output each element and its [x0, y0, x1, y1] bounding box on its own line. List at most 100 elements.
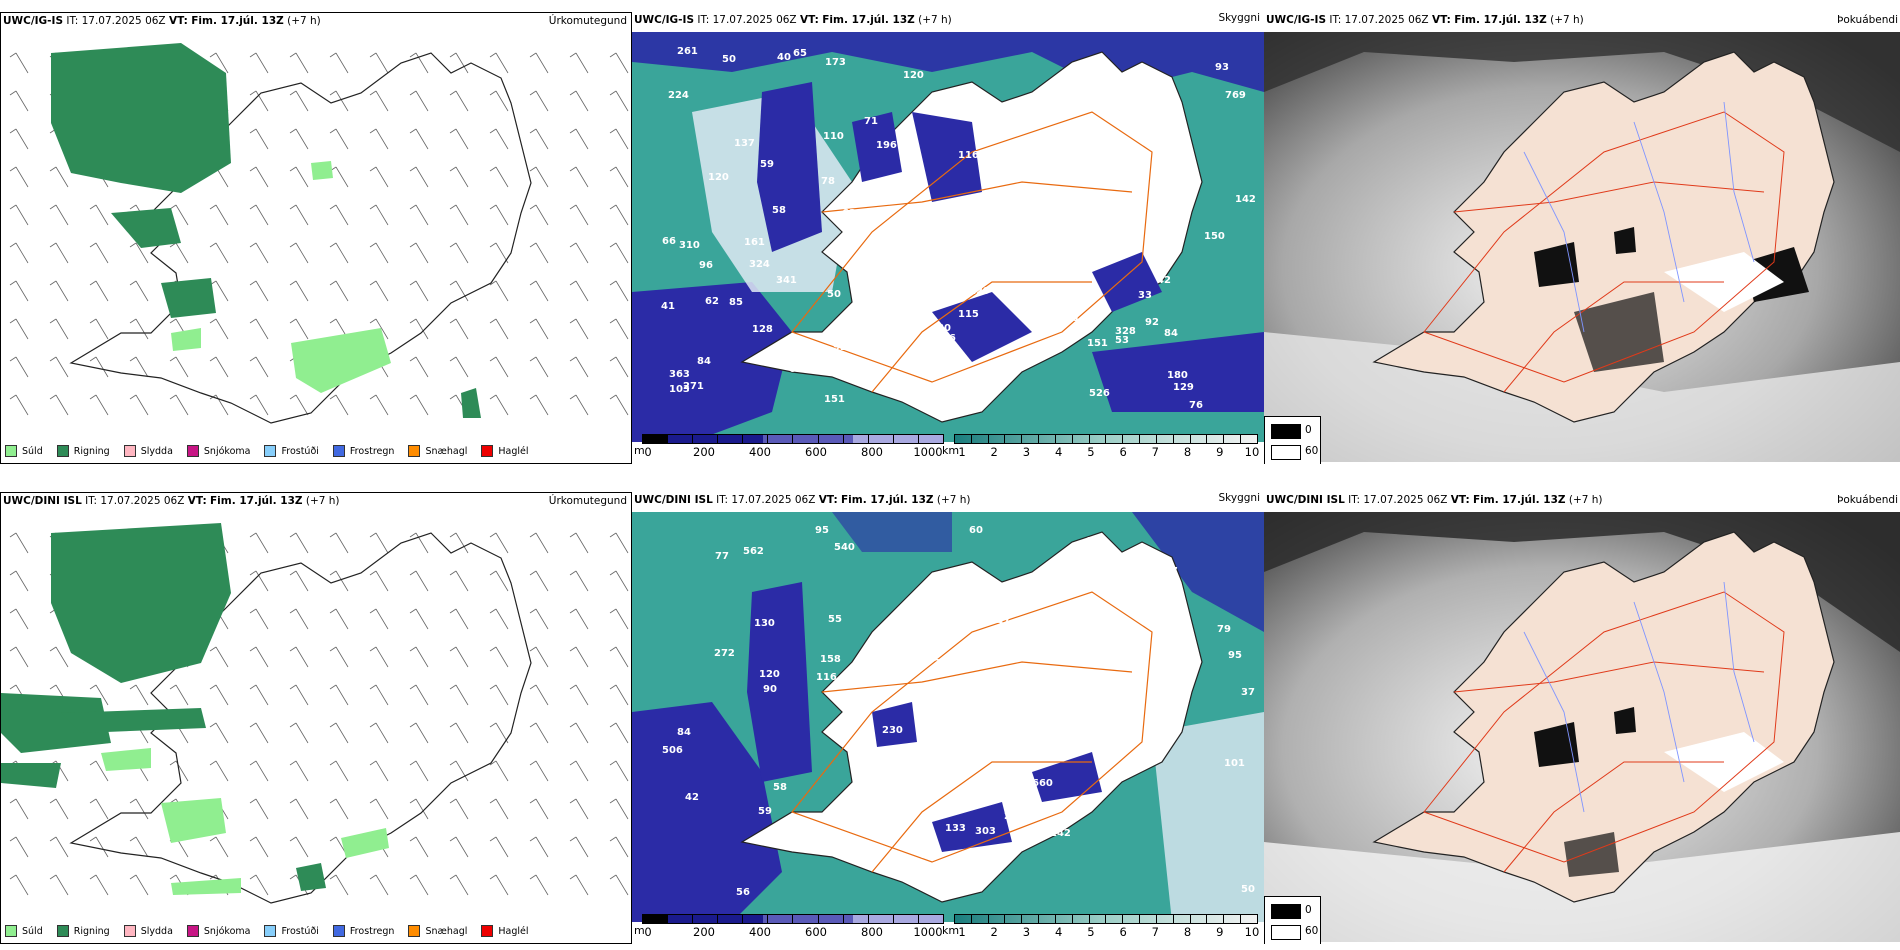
- legend-label: Súld: [22, 925, 43, 937]
- legend-label: Frostúði: [281, 445, 319, 457]
- visibility-value-label: 84: [677, 727, 691, 738]
- visibility-value-label: 63: [1031, 228, 1045, 239]
- visibility-value-label: 128: [752, 324, 773, 335]
- legend-swatch: [56, 925, 69, 937]
- fog-map: [1264, 512, 1900, 942]
- scale-tick-label: 600: [805, 445, 827, 459]
- height-scale: m 0 200 400 600 800 1000 km 1 2 3 4 5 6 7 8 9 10: [632, 914, 1264, 944]
- visibility-value-label: 85: [920, 850, 934, 861]
- scale-tick-label: 1: [958, 925, 966, 939]
- legend-swatch: [264, 445, 277, 457]
- visibility-value-label: 180: [1167, 370, 1188, 381]
- cloud-legend-white: [1271, 925, 1301, 940]
- visibility-value-label: 142: [1235, 194, 1256, 205]
- scale-tick-label: 0: [644, 445, 652, 459]
- visibility-value-label: 120: [903, 70, 924, 81]
- visibility-value-label: 42: [1157, 275, 1171, 286]
- precip-drizzle: [171, 161, 391, 393]
- visibility-value-label: 230: [882, 725, 903, 736]
- cloud-legend-max: 60: [1305, 445, 1319, 457]
- panel-name: Úrkomutegund: [548, 495, 627, 507]
- precip-map: [1, 523, 629, 904]
- fog-panel-top: UWC/IG-IS IT: 17.07.2025 06Z VT: Fim. 17…: [1264, 12, 1900, 464]
- visibility-value-label: 540: [834, 542, 855, 553]
- scale-tick-label: 4: [1054, 925, 1063, 939]
- visibility-value-label: 79: [1217, 624, 1231, 635]
- visibility-value-label: 58: [772, 205, 786, 216]
- scale-tick-label: 8: [1183, 445, 1192, 459]
- visibility-value-label: 173: [825, 57, 846, 68]
- panel-title: UWC/DINI ISL IT: 17.07.2025 06Z VT: Fim.…: [634, 494, 971, 506]
- legend-label: Rigning: [73, 925, 110, 937]
- vis-bar: [954, 914, 1258, 924]
- panel-name: Skyggni: [1218, 12, 1261, 24]
- legend-label: Snjókoma: [203, 925, 251, 937]
- visibility-value-label: 653: [1040, 255, 1061, 266]
- precip-legend-item: Súld: [5, 925, 43, 937]
- visibility-value-label: 341: [776, 275, 797, 286]
- precip-legend-item: Snæhagl: [408, 925, 467, 937]
- visibility-value-label: 49: [1129, 720, 1143, 731]
- visibility-panel-top: UWC/IG-IS IT: 17.07.2025 06Z VT: Fim. 17…: [632, 12, 1264, 464]
- visibility-value-label: 95: [1228, 650, 1242, 661]
- cloud-legend-black: [1271, 424, 1301, 439]
- visibility-value-label: 176: [1085, 630, 1106, 641]
- panel-title: UWC/IG-IS IT: 17.07.2025 06Z VT: Fim. 17…: [3, 15, 321, 27]
- visibility-value-label: 142: [1050, 828, 1071, 839]
- precip-legend-item: Rigning: [56, 445, 110, 457]
- visibility-value-label: 577: [858, 333, 879, 344]
- scale-tick-label: 9: [1216, 925, 1224, 939]
- legend-swatch: [123, 925, 136, 937]
- visibility-value-label: 116: [816, 672, 837, 683]
- visibility-value-label: 65: [793, 48, 807, 59]
- visibility-value-label: 257: [1157, 566, 1178, 577]
- visibility-value-label: 106: [935, 333, 956, 344]
- legend-label: Frostregn: [349, 445, 395, 457]
- panel-title: UWC/DINI ISL IT: 17.07.2025 06Z VT: Fim.…: [3, 495, 340, 507]
- precip-legend-item: Rigning: [56, 925, 110, 937]
- visibility-value-label: 59: [758, 806, 772, 817]
- visibility-value-label: 74: [1044, 675, 1058, 686]
- precip-legend-item: Snjókoma: [186, 925, 251, 937]
- panel-name: Úrkomutegund: [548, 15, 627, 27]
- roads: [791, 111, 1153, 393]
- visibility-value-label: 41: [661, 301, 675, 312]
- visibility-value-label: 151: [1087, 338, 1108, 349]
- legend-swatch: [332, 445, 345, 457]
- visibility-value-label: 66: [662, 236, 676, 247]
- visibility-value-label: 769: [1225, 90, 1246, 101]
- visibility-value-label: 95: [815, 525, 829, 536]
- scale-tick-label: 600: [805, 925, 827, 939]
- visibility-value-label: 92: [833, 342, 847, 353]
- visibility-value-label: 47: [996, 616, 1010, 627]
- scale-tick-label: 3: [1022, 925, 1031, 939]
- precip-legend-item: Frostúði: [264, 925, 319, 937]
- precip-legend: Súld Rigning Slydda Snjókoma Frostúði Frostre…: [5, 925, 543, 937]
- legend-label: Haglél: [498, 445, 529, 457]
- cloud-legend-min: 0: [1305, 424, 1312, 436]
- visibility-value-label: 137: [734, 138, 755, 149]
- visibility-value-label: 271: [683, 381, 704, 392]
- scale-tick-label: 4: [1054, 445, 1063, 459]
- precip-legend-item: Snæhagl: [408, 445, 467, 457]
- visibility-value-label: 267: [1065, 287, 1086, 298]
- legend-label: Slydda: [140, 925, 173, 937]
- visibility-value-label: 268: [932, 622, 953, 633]
- visibility-value-label: 506: [662, 745, 683, 756]
- panel-title: UWC/IG-IS IT: 17.07.2025 06Z VT: Fim. 17…: [634, 14, 952, 26]
- height-bar: [642, 914, 944, 924]
- visibility-value-label: 129: [969, 286, 990, 297]
- height-unit: m: [634, 444, 645, 457]
- scale-tick-label: 200: [693, 925, 715, 939]
- legend-label: Snæhagl: [425, 925, 468, 937]
- vis-bar: [954, 434, 1258, 444]
- visibility-value-label: 76: [1189, 400, 1203, 411]
- visibility-value-label: 93: [1215, 62, 1229, 73]
- visibility-value-label: 42: [685, 792, 699, 803]
- visibility-value-label: 40: [777, 52, 791, 63]
- precip-legend-item: Haglél: [481, 925, 529, 937]
- scale-tick-label: 200: [693, 445, 715, 459]
- visibility-value-label: 151: [824, 394, 845, 405]
- scale-tick-label: 2: [990, 445, 998, 459]
- visibility-value-label: 96: [699, 260, 713, 271]
